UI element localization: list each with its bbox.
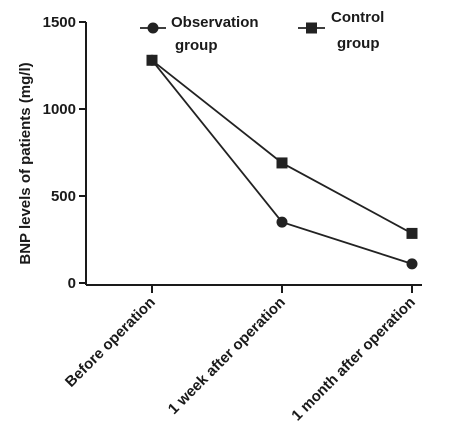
y-ticks: 0 500 1000 1500	[43, 14, 86, 292]
legend-label-line2: group	[175, 37, 218, 54]
data-point-square	[406, 227, 418, 239]
y-tick-label: 0	[68, 275, 76, 292]
x-ticks: Before operation 1 week after operation 1 …	[62, 285, 419, 424]
series-line	[151, 59, 413, 235]
axes	[85, 22, 422, 286]
data-point-circle	[406, 258, 418, 270]
legend: Observation group Control group	[140, 9, 384, 54]
legend-item-1: Observation group	[140, 14, 259, 54]
legend-label-line1: Observation	[171, 14, 259, 31]
data-point-square	[276, 157, 288, 169]
legend-marker-circle	[147, 22, 159, 34]
y-axis-title: BNP levels of patients (mg/l)	[17, 62, 34, 264]
series-2	[146, 54, 418, 239]
legend-item-2: Control group	[298, 9, 384, 52]
data-point-square	[146, 54, 158, 66]
legend-label-line1: Control	[331, 9, 384, 26]
x-category-label: Before operation	[62, 294, 159, 391]
y-tick-label: 500	[51, 188, 76, 205]
legend-label-line2: group	[337, 35, 380, 52]
x-category-label: 1 month after operation	[288, 294, 418, 424]
data-point-circle	[276, 216, 288, 228]
series-layer	[146, 54, 418, 270]
y-tick-label: 1000	[43, 101, 76, 118]
legend-marker-square	[306, 22, 317, 34]
x-category-label: 1 week after operation	[165, 294, 289, 418]
y-tick-label: 1500	[43, 14, 76, 31]
